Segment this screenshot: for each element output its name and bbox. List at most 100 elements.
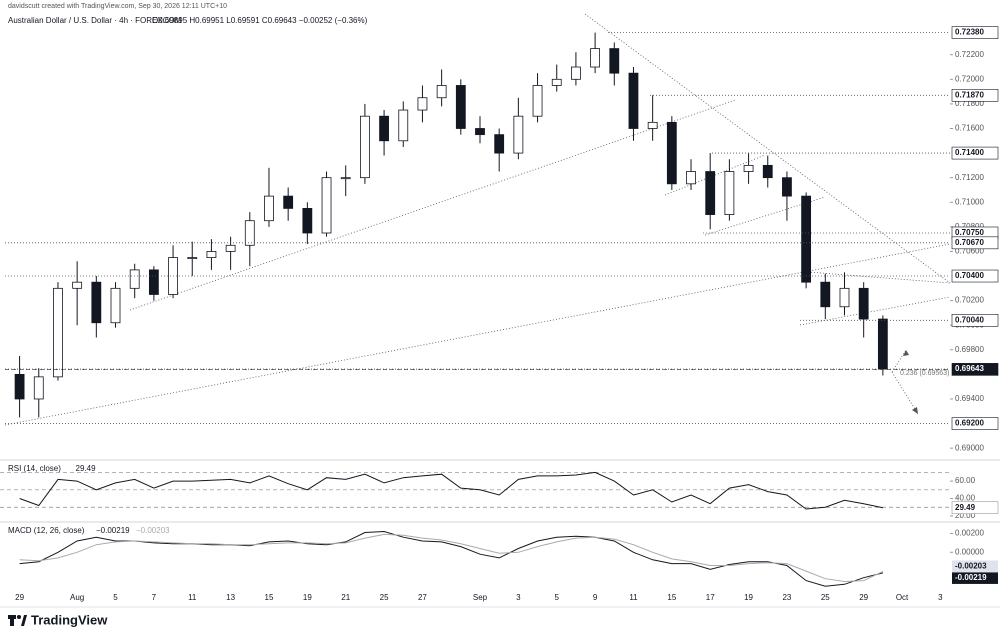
arrow bbox=[891, 349, 907, 373]
x-tick-label: 13 bbox=[226, 593, 235, 602]
level-label-box bbox=[951, 269, 999, 283]
level-label: 0.71400 bbox=[955, 148, 984, 157]
candle-body bbox=[53, 287, 63, 378]
candle-body bbox=[724, 171, 735, 215]
y-tick-label: 0.00200 bbox=[955, 529, 984, 538]
x-tick-label: 3 bbox=[516, 593, 521, 602]
attribution: davidscutt created with TradingView.com,… bbox=[8, 3, 227, 10]
logo: TradingView bbox=[8, 612, 108, 627]
symbol: Australian Dollar / U.S. Dollar · 4h · F… bbox=[8, 16, 182, 25]
candle-body bbox=[743, 164, 754, 172]
arrow-head bbox=[903, 350, 909, 356]
x-tick-label: 25 bbox=[821, 593, 830, 602]
arrow-head bbox=[912, 407, 918, 414]
x-tick-label: 29 bbox=[15, 593, 24, 602]
candle-body bbox=[187, 257, 198, 259]
x-tick-label: 5 bbox=[113, 593, 118, 602]
candle-body bbox=[686, 171, 696, 185]
candle-body bbox=[647, 121, 658, 129]
candle-body bbox=[494, 134, 505, 154]
level-label-box bbox=[951, 236, 999, 250]
x-tick-label: Aug bbox=[70, 593, 84, 602]
x-tick-label: 21 bbox=[341, 593, 350, 602]
level-label: 0.72380 bbox=[955, 28, 984, 37]
level-label: 0.70400 bbox=[955, 271, 984, 280]
y-tick-label: 20.00 bbox=[955, 511, 976, 520]
x-tick-label: 29 bbox=[859, 593, 868, 602]
level-label: 0.70040 bbox=[955, 315, 984, 324]
y-tick-label: 0.69800 bbox=[955, 345, 984, 354]
candle-body bbox=[72, 281, 83, 289]
y-tick-label: 0.71000 bbox=[955, 197, 984, 206]
level-label-box bbox=[951, 146, 999, 160]
indicator-line bbox=[19, 471, 884, 510]
y-tick-label: 0.70200 bbox=[955, 296, 984, 305]
candle-body bbox=[820, 281, 831, 308]
y-tick-label: 0.69400 bbox=[955, 394, 984, 403]
last-price-box bbox=[952, 363, 998, 376]
header-value: 29.49 bbox=[76, 464, 97, 473]
candle-body bbox=[571, 66, 581, 80]
level-label: 0.71870 bbox=[955, 90, 984, 99]
arrow bbox=[891, 371, 919, 415]
level-label-box bbox=[951, 417, 999, 430]
candle-body bbox=[417, 97, 428, 111]
logo-text: TradingView bbox=[31, 612, 108, 627]
level-label: 0.70750 bbox=[955, 228, 984, 237]
candle-body bbox=[436, 85, 447, 99]
candle-body bbox=[666, 121, 677, 185]
y-tick-label: 0.71200 bbox=[955, 173, 984, 182]
header-value: −0.00219 bbox=[96, 526, 130, 535]
x-tick-label: 17 bbox=[706, 593, 715, 602]
pane-title: RSI (14, close) bbox=[8, 464, 61, 473]
candle-body bbox=[705, 171, 716, 215]
candle-body bbox=[762, 164, 773, 179]
last-value-label: -0.00219 bbox=[955, 573, 987, 582]
candle-body bbox=[302, 208, 313, 234]
x-tick-label: 11 bbox=[188, 593, 197, 602]
level-label-box bbox=[951, 26, 999, 39]
x-tick-label: 19 bbox=[303, 593, 312, 602]
fib-note: 0.236 (0.69563) bbox=[900, 370, 949, 377]
x-tick-label: 7 bbox=[152, 593, 157, 602]
y-tick-label: 0.00000 bbox=[955, 547, 984, 556]
candle-body bbox=[839, 287, 850, 308]
level-label-box bbox=[951, 313, 999, 327]
candle-body bbox=[321, 177, 332, 234]
candle-body bbox=[264, 195, 274, 222]
candle-body bbox=[359, 115, 370, 179]
trend-line bbox=[584, 13, 951, 284]
candle-body bbox=[148, 269, 159, 295]
last-value-box bbox=[951, 501, 999, 514]
candle-body bbox=[628, 72, 639, 129]
candle-body bbox=[244, 220, 255, 246]
candle-body bbox=[206, 251, 217, 258]
candle-body bbox=[340, 177, 351, 180]
candle-body bbox=[398, 109, 409, 142]
candle-body bbox=[283, 195, 294, 209]
x-tick-label: 27 bbox=[418, 593, 427, 602]
candle-body bbox=[590, 48, 601, 68]
y-tick-label: 40.00 bbox=[955, 494, 976, 503]
candle-body bbox=[129, 269, 140, 289]
header-value: −0.00203 bbox=[136, 526, 170, 535]
trend-lines bbox=[4, 13, 951, 426]
candle-body bbox=[877, 318, 888, 370]
x-tick-label: 9 bbox=[593, 593, 598, 602]
candle-body bbox=[609, 48, 620, 74]
candle-body bbox=[513, 115, 524, 154]
indicator-line bbox=[19, 530, 884, 587]
level-label: 0.69200 bbox=[955, 419, 984, 428]
candle-body bbox=[110, 287, 121, 324]
x-tick-label: 19 bbox=[744, 593, 753, 602]
y-tick-label: 0.71800 bbox=[955, 99, 984, 108]
y-tick-label: 0.72000 bbox=[955, 74, 984, 83]
x-tick-label: Sep bbox=[473, 593, 488, 602]
logo-mark bbox=[10, 615, 14, 626]
y-tick-label: 0.72200 bbox=[955, 50, 984, 59]
candle-body bbox=[225, 244, 236, 252]
x-tick-label: 15 bbox=[667, 593, 676, 602]
candle-body bbox=[33, 376, 44, 400]
last-value-box bbox=[952, 571, 998, 584]
